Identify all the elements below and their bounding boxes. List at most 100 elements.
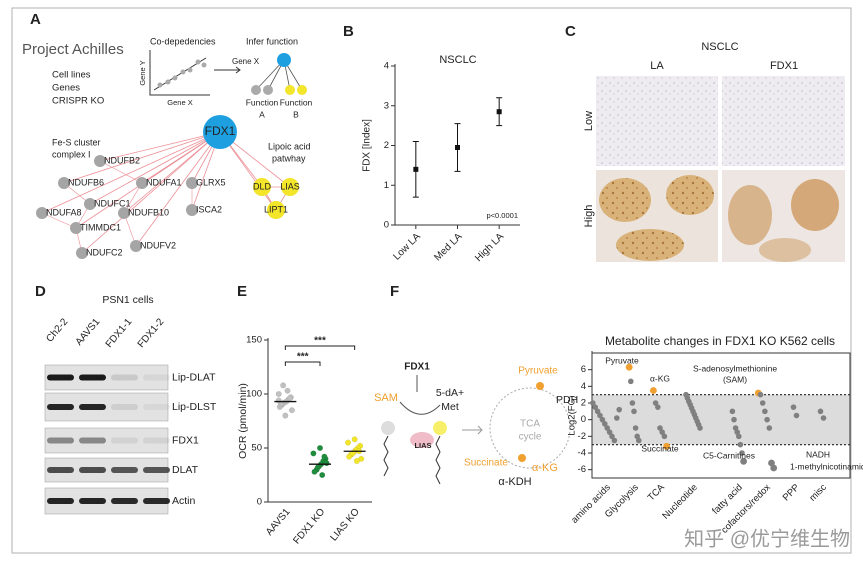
label: A [259, 109, 265, 119]
gene-node [277, 53, 291, 67]
network-edge [41, 212, 77, 229]
dot [157, 82, 163, 88]
panel-label: F [390, 283, 399, 300]
data-point [606, 429, 613, 435]
label: Cell lines [52, 70, 91, 81]
blot-band [111, 404, 138, 410]
arrowhead [235, 66, 241, 74]
akg-dot [518, 454, 526, 462]
tissue-blob [759, 238, 811, 262]
label: FDX1-2 [136, 316, 167, 350]
significance-bracket [284, 361, 321, 366]
label: Function [246, 97, 279, 107]
data-point [282, 412, 289, 419]
blot-band [47, 374, 74, 381]
node-label: NDUFC2 [86, 247, 123, 257]
dot [187, 67, 193, 73]
label: Actin [172, 495, 196, 507]
x-tick-label: FDX1 KO [291, 506, 327, 546]
label: Gene X [232, 57, 260, 66]
blot-band [79, 437, 106, 444]
data-point [631, 408, 637, 415]
label: α-KDH [498, 476, 531, 488]
y-tick-label: 4 [581, 381, 586, 392]
label: SAM [374, 392, 398, 404]
data-point [697, 425, 703, 431]
network-edge [99, 160, 143, 184]
gene-node [70, 222, 82, 234]
data-point [353, 457, 360, 464]
network-edge [41, 131, 221, 214]
frame [11, 7, 852, 554]
label: Pyruvate [518, 366, 558, 377]
pathway-diagram [383, 375, 571, 485]
tissue-blob [791, 179, 839, 231]
codep-plot [149, 50, 241, 96]
blot-band [111, 498, 138, 504]
y-tick-label: 0 [257, 497, 262, 508]
label: B [293, 109, 299, 119]
blot-band [143, 404, 170, 410]
label: Genes [52, 83, 80, 94]
gene-node [36, 207, 48, 219]
significance: *** [314, 336, 326, 347]
substrate [381, 421, 395, 435]
node-label: NDUFB2 [104, 155, 140, 165]
gene-node [94, 155, 106, 167]
label: Low [583, 111, 595, 131]
blot-band [47, 437, 74, 444]
label: DLAT [172, 464, 199, 476]
data-point [757, 391, 764, 398]
data-point [659, 429, 665, 435]
y-tick-label: 3 [384, 100, 389, 111]
data-point [736, 433, 742, 440]
label: cycle [519, 432, 542, 443]
tissue-blob [728, 185, 772, 245]
data-point [729, 408, 736, 415]
network-edge [81, 131, 221, 254]
panel-label: C [565, 23, 576, 40]
blot-band [111, 374, 138, 381]
x-tick-label: Nucleotide [660, 482, 700, 522]
network-edge [75, 131, 221, 229]
label: Gene X [167, 98, 192, 107]
panel-label: E [237, 283, 247, 300]
data-point [599, 416, 606, 423]
gene-node [281, 178, 299, 196]
significance-bracket [284, 345, 356, 350]
histology [596, 76, 845, 262]
blot-band [143, 467, 170, 473]
annotation: Succinate [641, 443, 679, 453]
network-edge [63, 131, 221, 184]
label: PDH [556, 394, 578, 406]
label: Co-depedencies [150, 36, 216, 46]
data-point [609, 433, 615, 440]
data-point [629, 400, 636, 406]
data-point [793, 412, 800, 419]
significance: *** [297, 352, 309, 363]
tissue-blob [666, 175, 714, 215]
label: Function [280, 97, 313, 107]
data-point [759, 400, 766, 406]
gene-node [186, 204, 198, 216]
label: Lip-DLAT [172, 371, 216, 383]
data-point [345, 439, 352, 446]
annotation: (SAM) [723, 374, 747, 384]
y-tick-label: 1 [384, 180, 389, 191]
data-point [288, 407, 295, 414]
data-point [661, 433, 668, 440]
x-tick-label: Low LA [391, 231, 423, 263]
data-point [310, 450, 317, 457]
blot-band [47, 467, 74, 473]
blot-band [79, 467, 106, 473]
data-point [655, 404, 661, 410]
data-point [636, 437, 642, 444]
image-low-fdx1 [722, 76, 845, 166]
annotation: S-adenosylmethionine [693, 363, 777, 373]
y-tick-label: 2 [581, 398, 586, 409]
data-point [351, 436, 358, 443]
blot-band [111, 437, 138, 444]
label: FDX1 [172, 434, 199, 446]
network-edge [89, 131, 221, 205]
codep-dots [157, 59, 207, 88]
